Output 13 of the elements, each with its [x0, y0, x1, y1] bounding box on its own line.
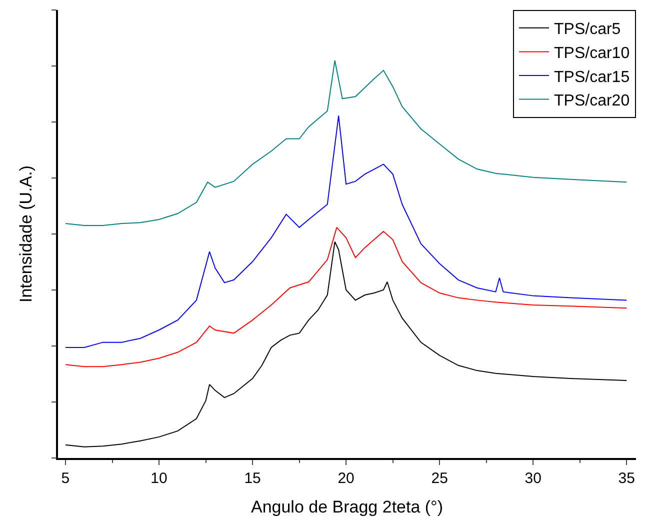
x-tick-label: 30: [524, 470, 542, 487]
x-tick-label: 10: [150, 470, 168, 487]
x-tick-label: 35: [618, 470, 635, 487]
x-tick-label: 5: [61, 470, 70, 487]
y-axis-title: Intensidade (U.A.): [16, 165, 36, 303]
x-tick-label: 20: [338, 470, 354, 487]
legend-label: TPS/car15: [554, 68, 630, 86]
x-tick-label: 15: [244, 470, 261, 487]
legend-label: TPS/car5: [554, 21, 621, 38]
legend-label: TPS/car10: [554, 44, 630, 62]
legend-label: TPS/car20: [554, 92, 630, 110]
x-tick-label: 25: [431, 470, 448, 487]
x-axis-title: Angulo de Bragg 2teta (°): [250, 498, 444, 517]
